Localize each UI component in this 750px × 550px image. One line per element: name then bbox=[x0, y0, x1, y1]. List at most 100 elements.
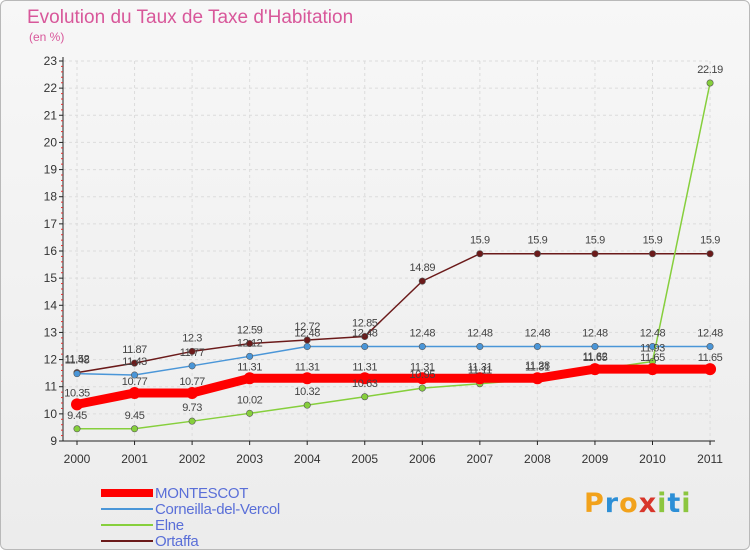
y-tick-label: 13 bbox=[44, 325, 58, 339]
data-label: 12.3 bbox=[182, 332, 202, 344]
legend-swatch bbox=[101, 524, 153, 526]
chart-title: Evolution du Taux de Taxe d'Habitation bbox=[27, 7, 354, 28]
legend-item: Corneilla-del-Vercol bbox=[101, 501, 280, 518]
data-label: 12.48 bbox=[697, 328, 723, 340]
data-label: 10.77 bbox=[122, 376, 148, 388]
data-label: 12.48 bbox=[352, 328, 378, 340]
data-label: 15.9 bbox=[527, 235, 547, 247]
x-tick-label: 2006 bbox=[409, 452, 436, 466]
y-tick-label: 14 bbox=[44, 298, 58, 312]
data-point bbox=[706, 343, 714, 351]
legend-label: MONTESCOT bbox=[155, 484, 249, 502]
data-point bbox=[188, 362, 196, 370]
chart-subtitle: (en %) bbox=[29, 30, 65, 44]
data-label: 12.48 bbox=[294, 328, 320, 340]
data-point bbox=[188, 347, 196, 355]
y-tick-label: 17 bbox=[44, 217, 58, 231]
data-point bbox=[476, 343, 484, 351]
logo-letter: P bbox=[584, 488, 605, 519]
legend-swatch bbox=[101, 508, 153, 510]
data-point bbox=[131, 371, 139, 379]
data-label: 11.52 bbox=[65, 354, 90, 366]
y-tick-label: 21 bbox=[44, 108, 58, 122]
legend-item: Ortaffa bbox=[101, 533, 280, 549]
data-point bbox=[361, 393, 369, 401]
data-label: 12.59 bbox=[237, 325, 263, 337]
data-label: 15.9 bbox=[470, 235, 490, 247]
y-tick-label: 22 bbox=[44, 81, 58, 95]
data-label: 10.02 bbox=[237, 394, 263, 406]
data-label: 11.31 bbox=[525, 361, 550, 373]
data-point bbox=[361, 343, 369, 351]
data-point bbox=[704, 363, 717, 376]
legend-label: Elne bbox=[155, 516, 184, 534]
data-label: 11.31 bbox=[237, 361, 262, 373]
x-tick-label: 2007 bbox=[466, 452, 493, 466]
data-label: 11.48 bbox=[65, 355, 90, 367]
x-tick-label: 2004 bbox=[294, 452, 321, 466]
legend-item: Elne bbox=[101, 516, 280, 534]
data-label: 10.95 bbox=[410, 369, 436, 381]
data-label: 9.45 bbox=[67, 410, 87, 422]
y-tick-label: 20 bbox=[44, 135, 58, 149]
data-point bbox=[648, 250, 656, 258]
line-chart: 9 10 11 12 13 14 15 16 17 18 19 20 21 22 23 2000 2001 200… bbox=[44, 54, 724, 466]
logo-letter: i bbox=[657, 488, 668, 519]
data-label: 12.85 bbox=[352, 318, 378, 330]
data-point bbox=[531, 372, 544, 385]
data-label: 12.12 bbox=[237, 337, 263, 349]
data-label: 12.48 bbox=[640, 328, 666, 340]
data-label: 10.77 bbox=[179, 376, 205, 388]
data-point bbox=[301, 372, 314, 385]
data-point bbox=[246, 352, 254, 360]
data-label: 14.89 bbox=[410, 262, 436, 274]
data-point bbox=[246, 409, 254, 417]
data-point bbox=[418, 384, 426, 392]
data-point bbox=[188, 417, 196, 425]
data-label: 15.9 bbox=[643, 235, 663, 247]
x-tick-label: 2003 bbox=[236, 452, 263, 466]
data-label: 11.65 bbox=[583, 352, 608, 364]
data-label: 11.87 bbox=[122, 344, 147, 356]
y-tick-label: 12 bbox=[44, 353, 58, 367]
data-label: 11.62 bbox=[583, 351, 608, 363]
data-label: 12.48 bbox=[467, 328, 493, 340]
data-label: 11.31 bbox=[467, 361, 492, 373]
legend-swatch bbox=[101, 540, 153, 542]
legend-label: Ortaffa bbox=[155, 532, 199, 550]
data-point bbox=[73, 425, 81, 433]
data-point bbox=[473, 372, 486, 385]
x-tick-label: 2011 bbox=[697, 452, 723, 466]
logo-letter: o bbox=[619, 488, 639, 519]
logo-letter: r bbox=[604, 488, 620, 519]
data-label: 12.48 bbox=[525, 328, 551, 340]
data-label: 10.35 bbox=[64, 387, 90, 399]
data-point bbox=[246, 340, 254, 348]
x-tick-label: 2008 bbox=[524, 452, 551, 466]
y-tick-label: 11 bbox=[45, 380, 58, 394]
data-point bbox=[128, 386, 141, 399]
data-label: 11.43 bbox=[122, 356, 147, 368]
data-point bbox=[588, 363, 601, 376]
data-label: 15.9 bbox=[700, 235, 720, 247]
y-tick-label: 16 bbox=[44, 244, 58, 258]
logo-letter: t bbox=[667, 488, 682, 519]
series-line-0 bbox=[72, 364, 715, 409]
series-line-1 bbox=[76, 345, 711, 376]
data-point bbox=[243, 372, 256, 385]
x-tick-label: 2009 bbox=[582, 452, 609, 466]
x-tick-label: 2005 bbox=[351, 452, 378, 466]
y-tick-label: 9 bbox=[50, 434, 57, 448]
data-point bbox=[131, 425, 139, 433]
y-tick-label: 10 bbox=[44, 407, 58, 421]
data-point bbox=[73, 370, 81, 378]
x-tick-label: 2000 bbox=[64, 452, 91, 466]
x-tick-label: 2002 bbox=[179, 452, 206, 466]
data-label: 10.32 bbox=[294, 386, 320, 398]
series-line-3 bbox=[76, 252, 711, 374]
data-label: 9.45 bbox=[125, 410, 145, 422]
y-tick-label: 23 bbox=[44, 54, 58, 68]
logo-letter: x bbox=[638, 488, 658, 519]
data-point bbox=[533, 250, 541, 258]
